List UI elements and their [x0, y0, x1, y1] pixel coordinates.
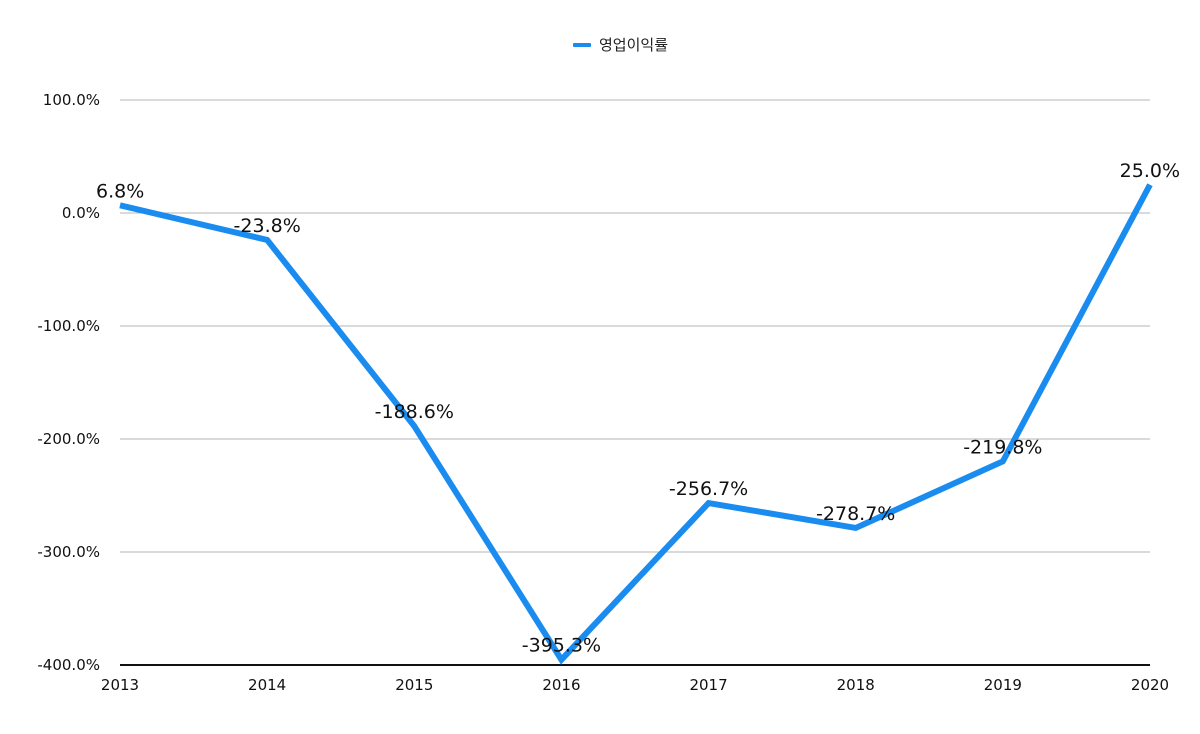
x-tick-label: 2018 [837, 676, 875, 694]
series-line [119, 183, 1153, 665]
x-axis-ticks: 2013 2014 2015 2016 2017 2018 2019 2020 [101, 676, 1169, 694]
series-layer [119, 183, 1153, 665]
data-label: 25.0% [1120, 160, 1180, 182]
data-label: -278.7% [816, 503, 895, 525]
legend-label: 영업이익률 [599, 36, 668, 54]
y-tick-label: -400.0% [37, 656, 100, 674]
legend: 영업이익률 [573, 36, 668, 54]
y-tick-label: 100.0% [43, 91, 100, 109]
y-tick-label: 0.0% [62, 204, 100, 222]
y-tick-label: -100.0% [37, 317, 100, 335]
data-label: -188.6% [375, 401, 454, 423]
data-label: -395.3% [522, 635, 601, 657]
y-axis-ticks: 100.0% 0.0% -100.0% -200.0% -300.0% -400.0% [37, 91, 100, 674]
legend-swatch [573, 43, 591, 47]
x-tick-label: 2016 [542, 676, 580, 694]
gridlines [120, 99, 1150, 666]
data-labels: 6.8% -23.8% -188.6% -395.3% -256.7% -278.7% -2… [96, 160, 1180, 657]
data-label: -219.8% [963, 436, 1042, 458]
data-label: -23.8% [234, 215, 301, 237]
data-label: -256.7% [669, 478, 748, 500]
x-tick-label: 2013 [101, 676, 139, 694]
x-tick-label: 2015 [395, 676, 433, 694]
x-tick-label: 2019 [984, 676, 1022, 694]
y-tick-label: -200.0% [37, 430, 100, 448]
data-label: 6.8% [96, 180, 144, 202]
x-tick-label: 2017 [689, 676, 727, 694]
x-tick-label: 2020 [1131, 676, 1169, 694]
x-tick-label: 2014 [248, 676, 286, 694]
y-tick-label: -300.0% [37, 543, 100, 561]
